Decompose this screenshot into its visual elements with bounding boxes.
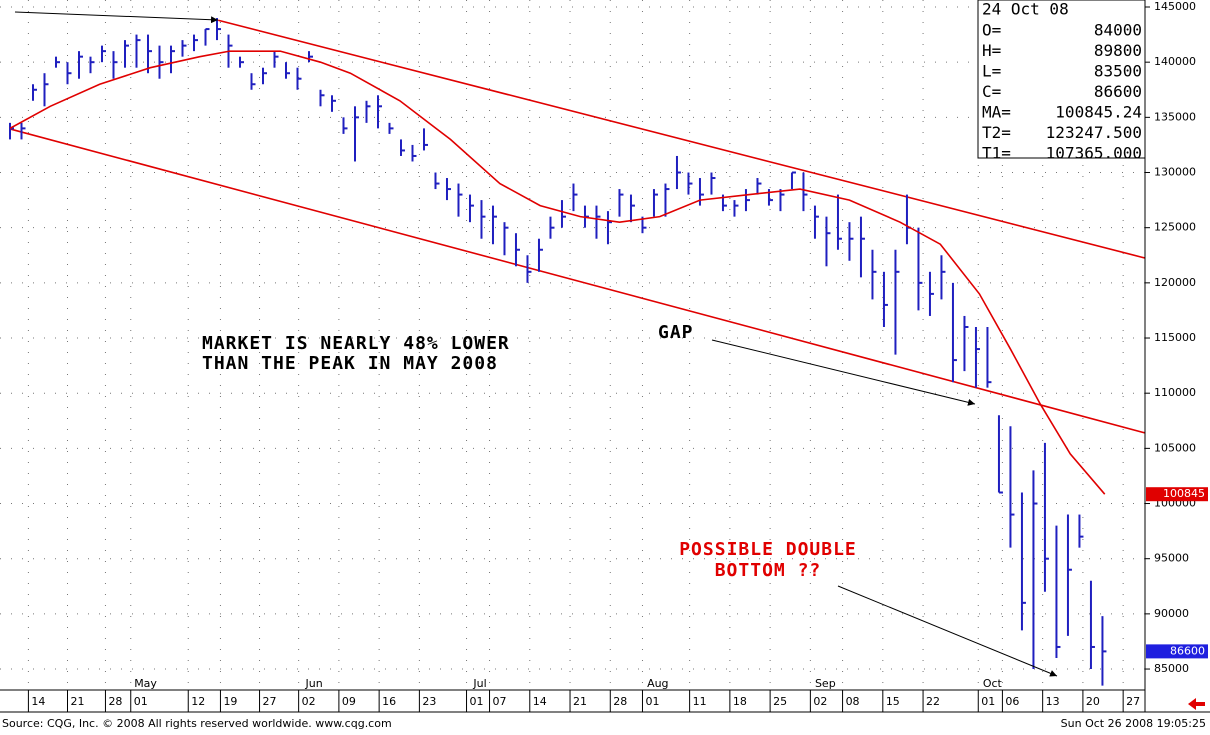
info-label: O= [982,21,1001,40]
x-tick-label: 23 [422,695,436,708]
x-tick-label: 14 [533,695,547,708]
info-date: 24 Oct 08 [982,0,1069,19]
y-tick-label: 125000 [1154,221,1196,234]
info-box [977,0,1146,159]
y-tick-label: 145000 [1154,0,1196,13]
info-label: H= [982,41,1001,60]
info-value: 107365.000 [1046,144,1142,163]
info-value: 89800 [1094,41,1142,60]
arrow [837,585,1058,677]
y-tick-label: 120000 [1154,276,1196,289]
x-tick-label: 27 [1126,695,1140,708]
info-value: 83500 [1094,62,1142,81]
info-value: 100845.24 [1055,103,1142,122]
info-value: 84000 [1094,21,1142,40]
x-tick-label: 27 [263,695,277,708]
annotation: MARKET IS NEARLY 48% LOWER [202,333,510,354]
info-value: 123247.500 [1046,123,1142,142]
x-tick-label: 06 [1005,695,1019,708]
x-tick-label: 18 [733,695,747,708]
y-tick-label: 130000 [1154,166,1196,179]
annotation: POSSIBLE DOUBLE [679,539,857,560]
scroll-arrow[interactable] [1188,698,1205,710]
month-label: Sep [815,677,836,690]
x-tick-label: 09 [342,695,356,708]
arrow [711,339,976,406]
annotation: THAN THE PEAK IN MAY 2008 [202,353,498,374]
y-tick-label: 110000 [1154,386,1196,399]
x-tick-label: 28 [613,695,627,708]
x-tick-label: 13 [1046,695,1060,708]
x-tick-label: 01 [470,695,484,708]
x-tick-label: 20 [1086,695,1100,708]
last-label-box [1146,487,1208,502]
y-tick-label: 140000 [1154,55,1196,68]
x-tick-label: 01 [134,695,148,708]
last-label: 100845 [1163,487,1205,500]
x-tick-label: 21 [71,695,85,708]
y-tick-label: 135000 [1154,110,1196,123]
info-label: C= [982,82,1001,101]
info-label: T2= [982,123,1011,142]
x-tick-label: 25 [773,695,787,708]
x-tick-label: 02 [813,695,827,708]
month-label: Jun [305,677,323,690]
x-tick-label: 16 [382,695,396,708]
info-label: MA= [982,103,1011,122]
trend-line [217,19,1146,259]
x-tick-label: 01 [981,695,995,708]
x-tick-label: 12 [191,695,205,708]
y-tick-label: 115000 [1154,331,1196,344]
info-label: T1= [982,144,1011,163]
timestamp: Sun Oct 26 2008 19:05:25 [1061,717,1206,730]
x-tick-label: 02 [302,695,316,708]
info-value: 86600 [1094,82,1142,101]
annotation: GAP [658,322,694,343]
y-tick-label: 105000 [1154,441,1196,454]
info-label: L= [982,62,1001,81]
x-tick-label: 01 [645,695,659,708]
x-tick-label: 22 [926,695,940,708]
moving-average [9,50,1106,495]
x-tick-label: 19 [223,695,237,708]
x-tick-label: 15 [886,695,900,708]
y-tick-label: 90000 [1154,607,1189,620]
trend-line [9,128,1146,434]
x-tick-label: 14 [31,695,45,708]
x-tick-label: 07 [493,695,507,708]
annotation: BOTTOM ?? [715,560,822,581]
arrow [14,11,219,24]
month-label: Jul [472,677,486,690]
last-label: 86600 [1170,644,1205,657]
last-label-box [1146,644,1208,659]
x-tick-label: 21 [573,695,587,708]
source: Source: CQG, Inc. © 2008 All rights rese… [2,717,392,730]
y-tick-label: 85000 [1154,662,1189,675]
month-label: Aug [647,677,668,690]
x-tick-label: 11 [693,695,707,708]
x-tick-label: 08 [846,695,860,708]
month-label: Oct [983,677,1003,690]
y-tick-label: 95000 [1154,552,1189,565]
x-tick-label: 28 [108,695,122,708]
month-label: May [134,677,157,690]
